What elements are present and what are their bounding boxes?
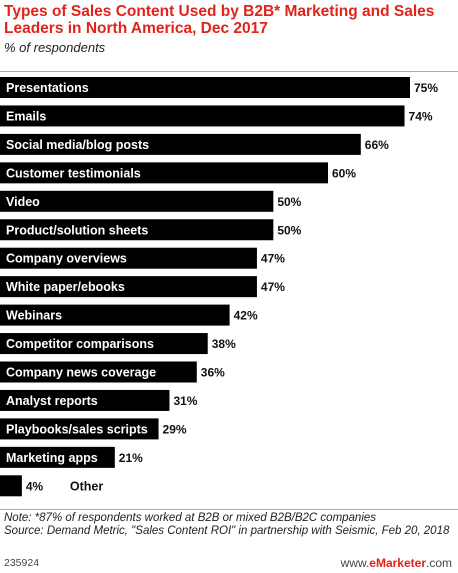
value-label-customer-testimonials: 60% [332, 166, 356, 180]
category-label-webinars: Webinars [6, 309, 62, 323]
bar-competitor-comparisons [0, 333, 208, 355]
chart-id: 235924 [4, 557, 40, 569]
category-label-customer-testimonials: Customer testimonials [6, 166, 141, 180]
brand-suffix: .com [425, 556, 452, 570]
value-label-company-overviews: 47% [261, 252, 285, 266]
brand-name: eMarketer [369, 556, 426, 570]
value-label-video: 50% [277, 195, 301, 209]
bar-company-overviews [0, 247, 257, 269]
value-label-social-media-blog-posts: 66% [365, 138, 389, 152]
category-label-competitor-comparisons: Competitor comparisons [6, 337, 154, 351]
bar-video [0, 190, 274, 212]
top-divider [0, 71, 458, 72]
bar-webinars [0, 304, 230, 326]
value-label-marketing-apps: 21% [119, 451, 143, 465]
chart-title: Types of Sales Content Used by B2B* Mark… [4, 3, 435, 37]
category-label-product-solution-sheets: Product/solution sheets [6, 223, 148, 237]
value-label-analyst-reports: 31% [173, 394, 197, 408]
category-label-other: Other [70, 479, 103, 493]
category-label-white-paper-ebooks: White paper/ebooks [6, 280, 125, 294]
bottom-divider [0, 509, 458, 510]
bar-white-paper-ebooks [0, 276, 257, 298]
category-label-playbooks-sales-scripts: Playbooks/sales scripts [6, 422, 148, 436]
chart-subtitle: % of respondents [4, 40, 106, 55]
value-label-other: 4% [26, 479, 44, 493]
value-label-product-solution-sheets: 50% [277, 223, 301, 237]
category-label-presentations: Presentations [6, 81, 89, 95]
value-label-webinars: 42% [234, 309, 258, 323]
category-label-emails: Emails [6, 109, 46, 123]
bar-analyst-reports [0, 389, 170, 411]
category-label-marketing-apps: Marketing apps [6, 451, 98, 465]
category-label-analyst-reports: Analyst reports [6, 394, 98, 408]
category-label-video: Video [6, 195, 40, 209]
value-label-presentations: 75% [414, 81, 438, 95]
bar-playbooks-sales-scripts [0, 418, 159, 440]
bar-other [0, 475, 22, 497]
value-label-emails: 74% [409, 109, 433, 123]
chart-notes: Note: *87% of respondents worked at B2B … [4, 512, 454, 538]
bar-marketing-apps [0, 446, 115, 468]
brand-link[interactable]: www.eMarketer.com [341, 556, 452, 570]
source-text: Source: Demand Metric, "Sales Content RO… [4, 525, 450, 537]
bar-chart: Presentations 75% Emails 74% Social media/bl… [0, 77, 438, 497]
value-label-white-paper-ebooks: 47% [261, 280, 285, 294]
value-label-company-news-coverage: 36% [201, 366, 225, 380]
bar-presentations [0, 77, 410, 98]
note-text: Note: *87% of respondents worked at B2B … [4, 512, 377, 524]
bar-customer-testimonials [0, 162, 328, 184]
category-label-company-overviews: Company overviews [6, 252, 127, 266]
brand-prefix: www. [340, 556, 370, 570]
value-label-competitor-comparisons: 38% [212, 337, 236, 351]
value-label-playbooks-sales-scripts: 29% [163, 422, 187, 436]
bar-company-news-coverage [0, 361, 197, 383]
bar-emails [0, 105, 405, 127]
category-label-social-media-blog-posts: Social media/blog posts [6, 138, 149, 152]
bar-social-media-blog-posts [0, 133, 361, 155]
category-label-company-news-coverage: Company news coverage [6, 366, 156, 380]
bar-product-solution-sheets [0, 219, 274, 241]
